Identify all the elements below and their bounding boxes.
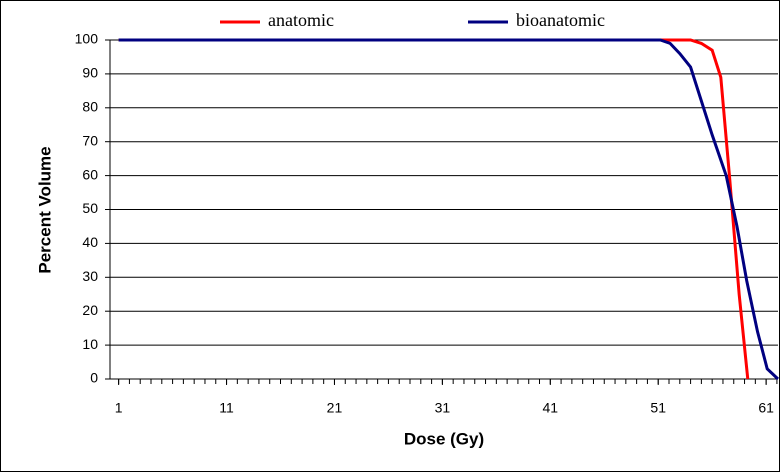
x-tick-label: 61 bbox=[758, 400, 774, 416]
x-tick-label: 31 bbox=[435, 400, 451, 416]
x-tick-label: 41 bbox=[543, 400, 559, 416]
legend-label: bioanatomic bbox=[516, 10, 605, 30]
y-tick-label: 70 bbox=[82, 132, 98, 148]
y-tick-label: 10 bbox=[82, 336, 98, 352]
x-tick-label: 21 bbox=[327, 400, 343, 416]
y-tick-label: 50 bbox=[82, 200, 98, 216]
legend-label: anatomic bbox=[268, 10, 334, 30]
y-tick-label: 20 bbox=[82, 302, 98, 318]
y-tick-label: 0 bbox=[90, 370, 98, 386]
x-axis-title: Dose (Gy) bbox=[404, 429, 484, 448]
series-line bbox=[118, 38, 750, 380]
y-tick-label: 90 bbox=[82, 65, 98, 81]
y-tick-label: 60 bbox=[82, 166, 98, 182]
y-tick-label: 40 bbox=[82, 234, 98, 250]
y-axis-title: Percent Volume bbox=[35, 146, 54, 273]
series-line bbox=[118, 38, 780, 381]
y-tick-label: 100 bbox=[75, 31, 99, 47]
x-tick-label: 51 bbox=[650, 400, 666, 416]
y-tick-label: 30 bbox=[82, 268, 98, 284]
x-tick-label: 1 bbox=[115, 400, 123, 416]
x-tick-label: 11 bbox=[219, 400, 234, 416]
y-tick-label: 80 bbox=[82, 99, 98, 115]
